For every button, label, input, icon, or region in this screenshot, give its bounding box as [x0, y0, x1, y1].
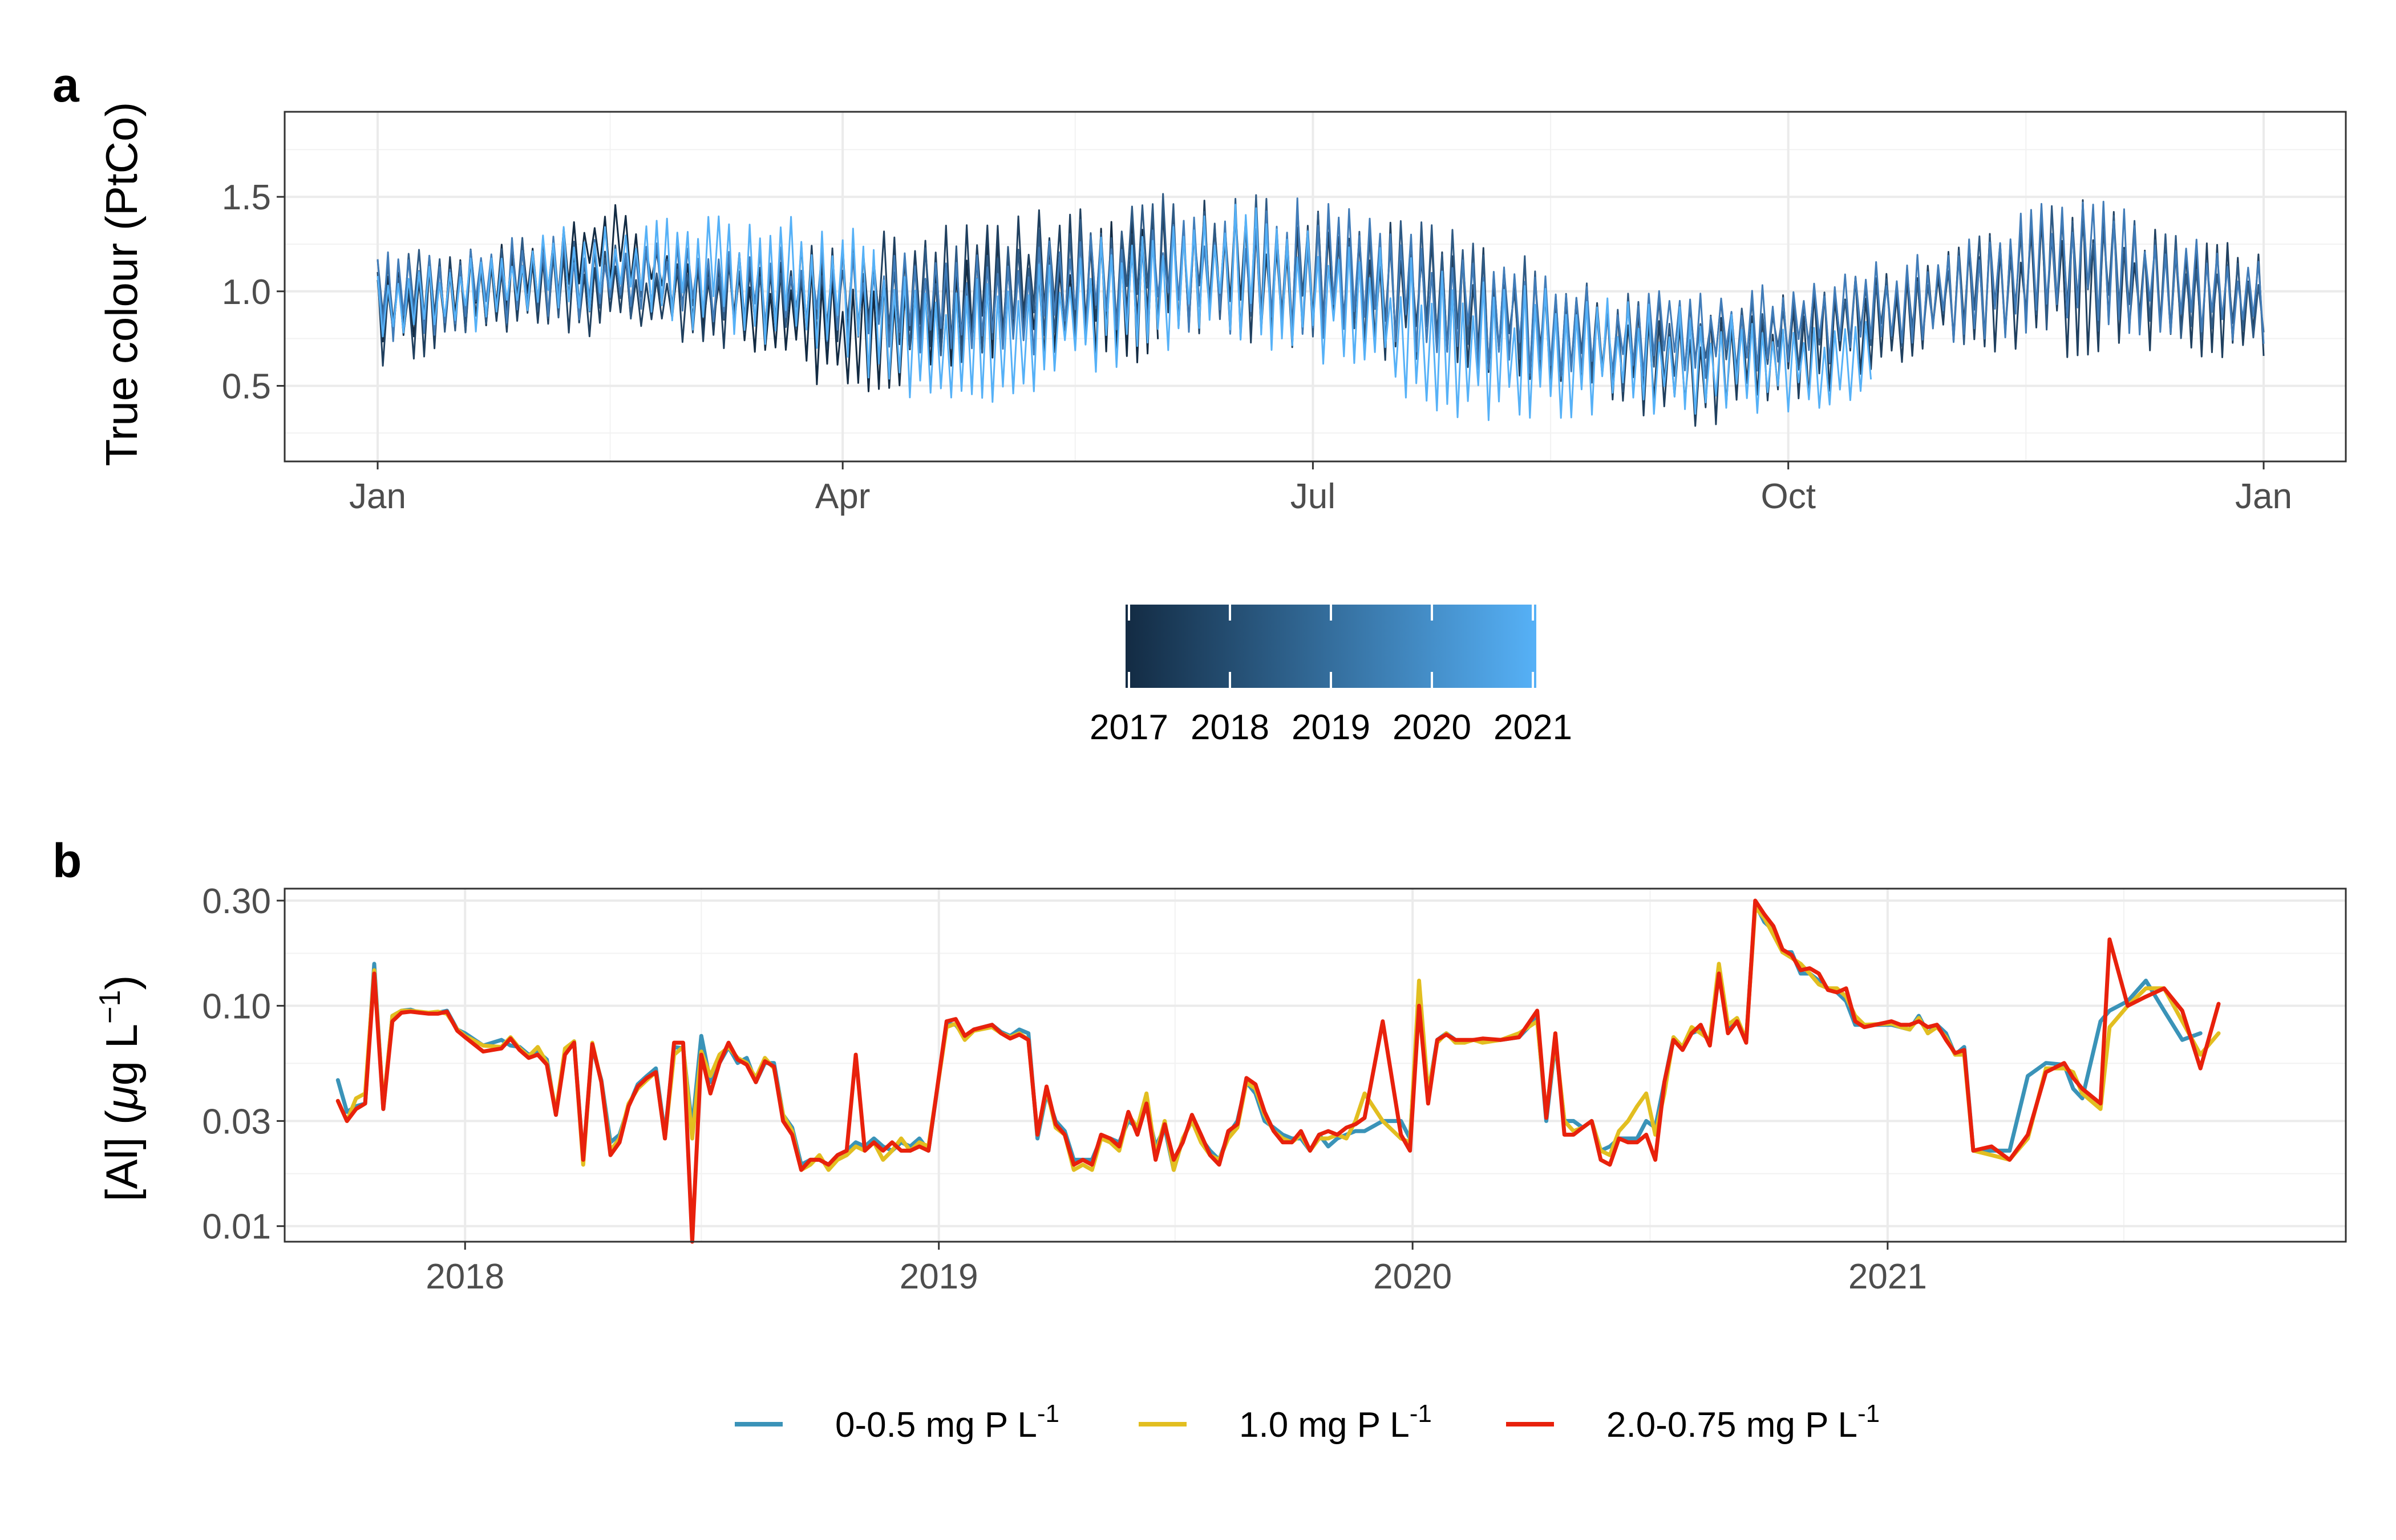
panel-b-data [335, 898, 2221, 1244]
panel-b-y-tick-label: 0.10 [202, 987, 271, 1026]
panel-b-x-tick-label: 2020 [1373, 1257, 1452, 1296]
legend-label-2: 2.0-0.75 mg P L-1 [1606, 1400, 1880, 1445]
panel-b-axes: 2018 2019 2020 2021 0.01 0.03 0.10 0.30 [202, 882, 1926, 1296]
panel-b-y-tick-label: 0.30 [202, 882, 271, 921]
panel-a-series-2021 [377, 204, 1872, 422]
panel-a-data [377, 193, 2265, 427]
panel-a-series-2020 [377, 197, 2265, 379]
panel-a-x-tick-label: Jan [2235, 477, 2292, 516]
panel-a-y-tick-label: 1.0 [222, 273, 271, 312]
legend-label-0: 0-0.5 mg P L-1 [835, 1400, 1059, 1445]
panel-a-x-tick-label: Jan [349, 477, 406, 516]
panel-b-x-tick-label: 2021 [1848, 1257, 1927, 1296]
panel-a-x-tick-label: Jul [1290, 477, 1335, 516]
year-colorbar-legend: 2017 2018 2019 2020 2021 [1090, 605, 1572, 747]
panel-label-b: b [52, 834, 82, 887]
panel-b-series-2 [335, 898, 2221, 1244]
panel-a-x-tick-label: Apr [815, 477, 870, 516]
panel-label-a: a [52, 58, 80, 112]
year-colorbar-label: 2019 [1292, 708, 1370, 747]
panel-b-grid [285, 889, 2346, 1242]
legend-label-1: 1.0 mg P L-1 [1239, 1400, 1432, 1445]
panel-b-legend: 0-0.5 mg P L-1 1.0 mg P L-1 2.0-0.75 mg P … [735, 1400, 1880, 1445]
panel-b-x-tick-label: 2018 [426, 1257, 504, 1296]
panel-a-y-tick-label: 0.5 [222, 367, 271, 406]
year-colorbar-label: 2020 [1393, 708, 1471, 747]
year-colorbar-label: 2018 [1191, 708, 1269, 747]
panel-b-y-tick-label: 0.01 [202, 1207, 271, 1247]
year-colorbar-label: 2021 [1494, 708, 1572, 747]
panel-a-axes: 0.5 1.0 1.5 Jan Apr Jul Oct Jan [222, 178, 2292, 516]
panel-b-plot: 2018 2019 2020 2021 0.01 0.03 0.10 0.30 [202, 882, 2347, 1296]
panel-a-plot: 0.5 1.0 1.5 Jan Apr Jul Oct Jan [222, 111, 2347, 516]
panel-b-x-tick-label: 2019 [900, 1257, 978, 1296]
panel-a-x-tick-label: Oct [1760, 477, 1815, 516]
panel-b-y-tick-label: 0.03 [202, 1102, 271, 1141]
panel-b-border [284, 887, 2347, 1243]
year-colorbar-ticks: 2017 2018 2019 2020 2021 [1090, 605, 1572, 747]
panel-b-background [285, 889, 2346, 1242]
panel-a-y-tick-label: 1.5 [222, 178, 271, 217]
panel-a-y-axis-label: True colour (PtCo) [96, 102, 147, 467]
year-colorbar-label: 2017 [1090, 708, 1168, 747]
panel-a-border [284, 111, 2347, 463]
